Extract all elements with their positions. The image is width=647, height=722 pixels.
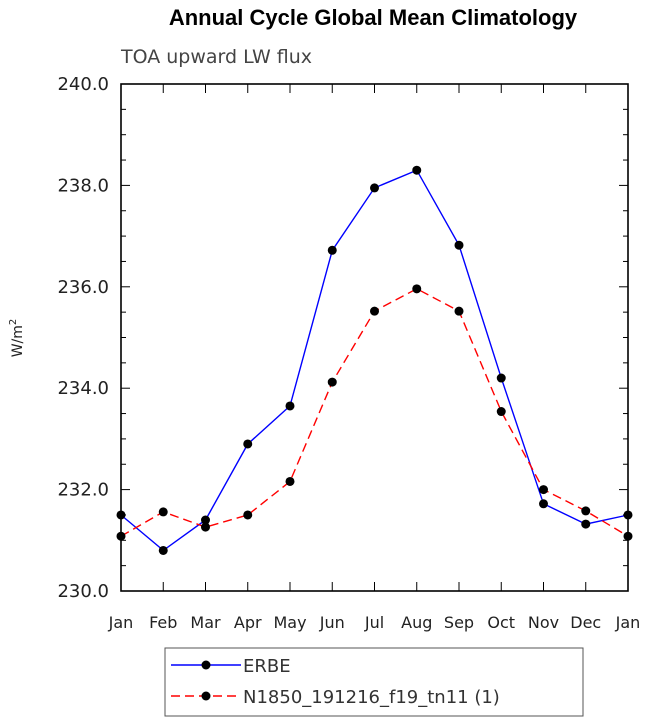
x-tick-label: May bbox=[273, 613, 306, 632]
y-axis-label: W/m2 bbox=[8, 319, 26, 358]
series-0-point bbox=[201, 515, 210, 525]
y-tick-label: 240.0 bbox=[57, 74, 109, 95]
legend: ERBE N1850_191216_f19_tn11 (1) bbox=[164, 647, 584, 717]
series-0-point bbox=[581, 519, 591, 529]
x-tick-label: Feb bbox=[149, 613, 177, 632]
series-1-point bbox=[158, 507, 168, 517]
series-0-point bbox=[158, 545, 168, 555]
series-1-point bbox=[412, 284, 422, 294]
series-1-point bbox=[454, 306, 464, 316]
x-tick-label: Jan bbox=[615, 613, 641, 632]
y-tick-label: 238.0 bbox=[57, 175, 109, 196]
x-tick-label: Mar bbox=[190, 613, 221, 632]
series-0-point bbox=[327, 245, 337, 255]
series-1-point bbox=[496, 407, 506, 417]
y-axis-label-superscript: 2 bbox=[8, 319, 19, 325]
y-axis-tick-labels: 230.0 232.0 234.0 236.0 238.0 240.0 bbox=[57, 74, 109, 602]
x-tick-label: Jul bbox=[364, 613, 384, 632]
legend-entry-erbe: ERBE bbox=[171, 656, 291, 677]
legend-box bbox=[164, 647, 584, 717]
legend-entry-model: N1850_191216_f19_tn11 (1) bbox=[171, 687, 500, 708]
series-0-point bbox=[539, 499, 548, 509]
series-layer bbox=[116, 165, 633, 555]
x-tick-label: Jan bbox=[108, 613, 134, 632]
series-0-point bbox=[370, 183, 379, 193]
x-tick-label: Nov bbox=[528, 613, 559, 632]
x-tick-label: Oct bbox=[487, 613, 515, 632]
series-0-point bbox=[285, 401, 295, 411]
series-0-point bbox=[243, 439, 253, 449]
y-tick-label: 236.0 bbox=[57, 277, 109, 298]
series-0-point bbox=[454, 240, 464, 250]
legend-marker-erbe bbox=[201, 660, 211, 670]
y-tick-label: 230.0 bbox=[57, 581, 109, 602]
x-tick-label: Aug bbox=[401, 613, 432, 632]
chart-title: Annual Cycle Global Mean Climatology bbox=[169, 5, 578, 30]
x-tick-label: Jun bbox=[319, 613, 345, 632]
series-1-point bbox=[285, 476, 295, 486]
x-tick-label: Apr bbox=[234, 613, 262, 632]
series-line-1 bbox=[120, 288, 629, 537]
series-1-point bbox=[581, 506, 591, 516]
series-1-point bbox=[201, 522, 210, 532]
series-0-point bbox=[496, 373, 506, 383]
series-1-point bbox=[327, 377, 337, 387]
x-tick-label: Dec bbox=[570, 613, 601, 632]
x-tick-label: Sep bbox=[444, 613, 474, 632]
y-axis-ticks bbox=[121, 83, 628, 592]
y-axis-label-unit: W/m bbox=[10, 325, 26, 357]
legend-marker-model bbox=[201, 691, 211, 701]
x-axis-ticks bbox=[120, 84, 629, 591]
y-tick-label: 234.0 bbox=[57, 378, 109, 399]
series-1-point bbox=[370, 306, 379, 316]
series-1-point bbox=[243, 510, 253, 520]
y-tick-label: 232.0 bbox=[57, 480, 109, 501]
chart-subtitle: TOA upward LW flux bbox=[120, 46, 312, 68]
series-line-0 bbox=[120, 169, 629, 552]
plot-frame bbox=[120, 83, 629, 592]
x-axis-tick-labels: Jan Feb Mar Apr May Jun Jul Aug Sep Oct Nov Dec Jan bbox=[108, 613, 641, 632]
legend-label-erbe: ERBE bbox=[243, 656, 291, 677]
legend-label-model: N1850_191216_f19_tn11 (1) bbox=[243, 687, 500, 708]
series-0-point bbox=[412, 165, 422, 175]
series-1-point bbox=[539, 485, 548, 495]
